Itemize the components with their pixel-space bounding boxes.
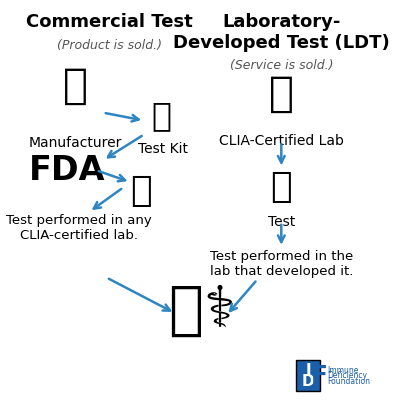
Text: I: I: [305, 362, 311, 378]
Text: (Product is sold.): (Product is sold.): [57, 39, 162, 52]
Text: FDA: FDA: [29, 154, 105, 186]
Text: 🧪: 🧪: [270, 170, 292, 204]
Text: Manufacturer: Manufacturer: [29, 136, 122, 150]
Text: Test: Test: [268, 215, 295, 229]
Text: 🔬: 🔬: [269, 73, 294, 115]
Text: Foundation: Foundation: [327, 378, 370, 386]
Text: (Service is sold.): (Service is sold.): [230, 59, 333, 72]
Text: Commercial Test: Commercial Test: [26, 13, 193, 31]
Text: 🏭: 🏭: [63, 65, 88, 107]
FancyBboxPatch shape: [296, 360, 320, 392]
Text: Laboratory-
Developed Test (LDT): Laboratory- Developed Test (LDT): [173, 13, 390, 52]
Text: 🧑‍⚕️: 🧑‍⚕️: [169, 282, 236, 338]
Text: Immune: Immune: [327, 366, 358, 374]
Text: Deficiency: Deficiency: [327, 372, 367, 380]
Text: Test performed in any
CLIA-certified lab.: Test performed in any CLIA-certified lab…: [6, 214, 152, 242]
Text: 📫: 📫: [130, 174, 152, 208]
Text: CLIA-Certified Lab: CLIA-Certified Lab: [219, 134, 344, 148]
Text: F: F: [310, 364, 328, 388]
Text: 🧪: 🧪: [151, 99, 171, 132]
Text: D: D: [302, 374, 314, 389]
Text: Test Kit: Test Kit: [138, 142, 188, 156]
Text: Test performed in the
lab that developed it.: Test performed in the lab that developed…: [210, 250, 353, 278]
